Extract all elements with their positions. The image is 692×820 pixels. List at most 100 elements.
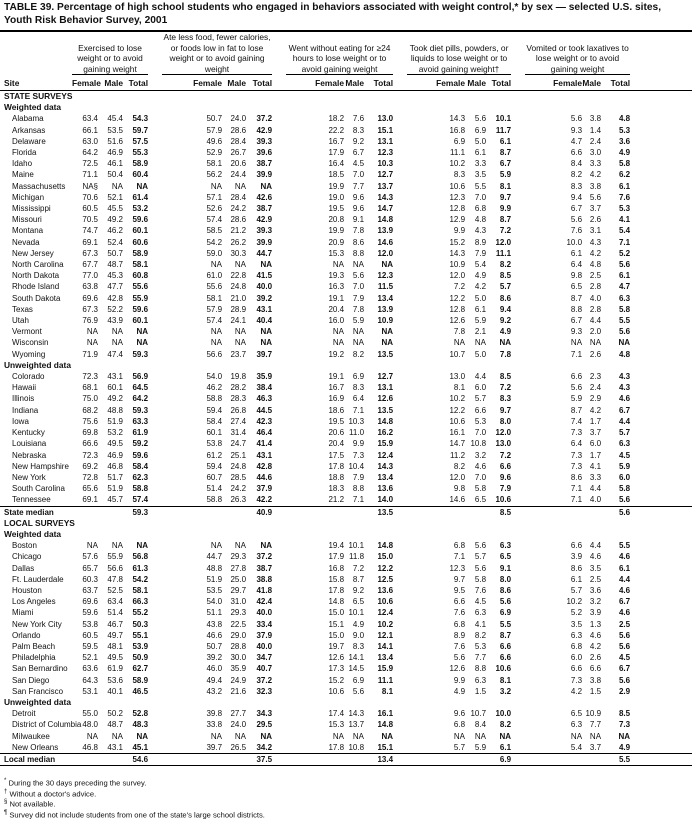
cell-spacer xyxy=(148,181,190,192)
total-value: 55.6 xyxy=(132,282,149,292)
male-value: 4.6 xyxy=(474,461,487,471)
median-label: State median xyxy=(0,505,72,518)
female-value: 60.7 xyxy=(206,472,223,482)
cell-spacer xyxy=(630,147,692,158)
cell-spacer xyxy=(190,505,223,518)
cell-spacer xyxy=(393,540,430,551)
total-value: 11.1 xyxy=(495,248,512,258)
female-value: 63.8 xyxy=(82,282,98,292)
male-value: 24.8 xyxy=(230,461,247,471)
total-value: 40.4 xyxy=(256,316,273,326)
total-value: NA xyxy=(618,338,631,348)
total-value: 5.7 xyxy=(499,282,512,292)
male-value: 8.8 xyxy=(474,664,487,674)
male-value: 6.9 xyxy=(352,372,365,382)
total-value: 50.3 xyxy=(132,619,149,629)
total-value: 37.2 xyxy=(256,552,273,562)
total-value: 42.9 xyxy=(256,215,273,225)
male-value: 47.8 xyxy=(107,574,123,584)
male-value: 7.1 xyxy=(352,405,365,415)
cell-spacer xyxy=(511,304,550,315)
female-value: 64.3 xyxy=(82,675,98,685)
site-name: Vermont xyxy=(12,327,42,337)
total-value: 13.4 xyxy=(377,472,394,482)
cell-spacer xyxy=(272,731,310,742)
cell-spacer xyxy=(511,349,550,360)
female-value: 5.6 xyxy=(570,114,583,124)
cell-spacer xyxy=(511,113,550,124)
total-value: 13.4 xyxy=(377,653,394,663)
total-value: 39.7 xyxy=(256,349,273,359)
site-name: Hawaii xyxy=(12,383,37,393)
cell-spacer xyxy=(511,315,550,326)
cell-spacer xyxy=(272,472,310,483)
column-header-female: Female xyxy=(310,76,345,91)
female-value: 20.4 xyxy=(328,439,345,449)
total-value: 5.5 xyxy=(618,541,631,551)
female-value: 7.6 xyxy=(570,226,583,236)
cell-spacer xyxy=(272,393,310,404)
total-value: 8.3 xyxy=(499,394,512,404)
cell-spacer xyxy=(272,136,310,147)
female-value: 17.5 xyxy=(328,450,345,460)
total-value: 56.9 xyxy=(132,372,149,382)
male-value: 24.0 xyxy=(230,720,247,730)
total-value: 59.2 xyxy=(132,439,149,449)
total-value: 46.5 xyxy=(132,686,149,696)
cell-spacer xyxy=(272,686,310,697)
table-row: Ft. Lauderdale 60.3 47.8 54.2 51.9 25.0 38.8 15… xyxy=(0,574,692,585)
male-value: NA xyxy=(352,260,365,270)
male-value: 3.5 xyxy=(589,563,602,573)
female-value: 17.8 xyxy=(328,585,345,595)
male-value: 49.5 xyxy=(107,653,123,663)
total-value: 44.7 xyxy=(256,248,273,258)
column-spacer xyxy=(393,76,431,91)
female-value: 19.9 xyxy=(328,181,345,191)
total-value: 5.9 xyxy=(499,170,512,180)
male-value: 26.2 xyxy=(230,237,247,247)
male-value: 2.1 xyxy=(474,327,487,337)
total-value: 3.2 xyxy=(499,686,512,696)
cell-spacer xyxy=(148,214,190,225)
male-value: 52.5 xyxy=(107,585,123,595)
cell-spacer xyxy=(393,427,430,438)
male-value: 48.7 xyxy=(107,720,123,730)
male-value: 53.2 xyxy=(107,428,123,438)
cell-spacer xyxy=(393,293,430,304)
male-value: 28.4 xyxy=(230,136,247,146)
female-value: 8.8 xyxy=(570,304,583,314)
table-row: Nevada 69.1 52.4 60.6 54.2 26.2 39.9 20.9 8.6 14.… xyxy=(0,237,692,248)
female-value: 18.5 xyxy=(328,170,345,180)
total-value: 4.3 xyxy=(618,383,631,393)
total-value: 5.7 xyxy=(618,428,631,438)
male-value: 1.5 xyxy=(589,686,602,696)
total-value: 9.1 xyxy=(499,563,512,573)
male-value: 3.2 xyxy=(589,597,602,607)
male-value: 19.8 xyxy=(230,372,247,382)
male-value: 28.4 xyxy=(230,192,247,202)
total-value: 63.3 xyxy=(132,416,149,426)
male-value: 26.7 xyxy=(230,148,247,158)
column-spacer xyxy=(630,76,692,91)
female-value: 4.9 xyxy=(453,686,466,696)
cell-spacer xyxy=(393,326,430,337)
cell-spacer xyxy=(272,596,310,607)
site-name: New Hampshire xyxy=(12,461,69,471)
female-value: 16.9 xyxy=(328,394,345,404)
female-value: 59.4 xyxy=(206,405,223,415)
male-value: 10.4 xyxy=(348,461,365,471)
cell-spacer xyxy=(511,652,550,663)
male-value: 9.6 xyxy=(352,204,365,214)
male-value: NA xyxy=(234,541,247,551)
cell-spacer xyxy=(148,113,190,124)
male-value: 2.6 xyxy=(589,215,602,225)
female-value: 72.3 xyxy=(82,450,98,460)
female-value: NA xyxy=(570,338,583,348)
total-value: 12.3 xyxy=(377,148,394,158)
female-value: 9.3 xyxy=(570,327,583,337)
total-value: 64.2 xyxy=(132,394,149,404)
female-value: 5.6 xyxy=(453,653,466,663)
male-value: 4.5 xyxy=(352,159,365,169)
cell-spacer xyxy=(511,483,550,494)
table-row: Maine 71.1 50.4 60.4 56.2 24.4 39.9 18.5 7.0 12.7… xyxy=(0,169,692,180)
